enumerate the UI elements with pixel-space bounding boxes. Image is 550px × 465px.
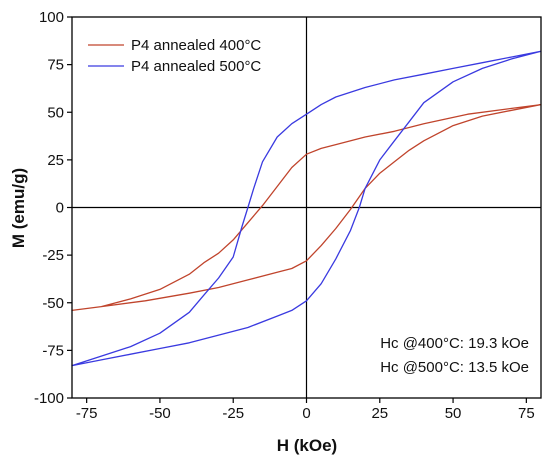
zero-lines: [72, 17, 541, 398]
series-line-500: [71, 50, 542, 367]
x-tick-label: -25: [222, 405, 244, 422]
x-tick-label: 50: [445, 405, 462, 422]
y-tick-label: 50: [47, 104, 64, 121]
x-tick-label: -75: [76, 405, 98, 422]
ticks-layer: -75 -50 -25 0 25 50 75 -100 -75 -50 -25 0 25 50 75 100: [34, 9, 535, 422]
y-tick-label: 75: [47, 57, 64, 74]
legend-label-400: P4 annealed 400°C: [131, 37, 261, 54]
y-tick-label: -25: [42, 247, 64, 264]
x-tick-label: 75: [518, 405, 535, 422]
y-tick-label: 0: [56, 200, 64, 217]
y-tick-label: 100: [39, 9, 64, 26]
x-axis-title: H (kOe): [277, 436, 337, 455]
x-tick-label: 25: [371, 405, 388, 422]
y-tick-label: -75: [42, 342, 64, 359]
x-tick-label: -50: [149, 405, 171, 422]
y-tick-label: -100: [34, 390, 64, 407]
legend-label-500: P4 annealed 500°C: [131, 58, 261, 75]
x-tick-label: 0: [302, 405, 310, 422]
legend: P4 annealed 400°C P4 annealed 500°C: [88, 37, 261, 75]
annotation-hc-500: Hc @500°C: 13.5 kOe: [380, 359, 529, 376]
plot-frame: [71, 16, 542, 399]
coercivity-annotations: Hc @400°C: 19.3 kOe Hc @500°C: 13.5 kOe: [380, 335, 529, 376]
y-tick-label: 25: [47, 152, 64, 169]
annotation-hc-400: Hc @400°C: 19.3 kOe: [380, 335, 529, 352]
y-tick-label: -50: [42, 295, 64, 312]
y-axis-title: M (emu/g): [9, 168, 28, 248]
